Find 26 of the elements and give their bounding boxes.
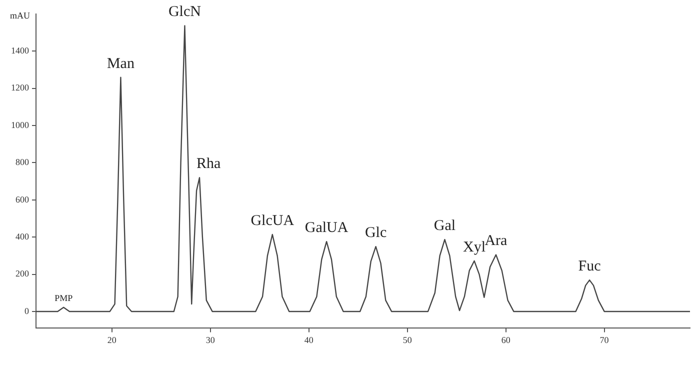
annotation: Ara xyxy=(484,233,508,250)
y-tick-label: 600 xyxy=(16,194,30,204)
x-tick-label: 50 xyxy=(402,334,412,345)
annotation: Fuc xyxy=(578,258,602,274)
x-tick-label: 70 xyxy=(600,334,610,345)
y-tick-label: 1400 xyxy=(11,46,30,56)
annotation: GlcN xyxy=(168,4,202,20)
annotation: PMP xyxy=(54,293,73,304)
x-tick-label: 20 xyxy=(107,334,117,345)
annotation: GlcUA xyxy=(250,212,294,229)
y-tick-label: 400 xyxy=(16,231,30,242)
y-axis-title: mAU xyxy=(10,10,30,20)
annotation: Xyl xyxy=(463,239,486,256)
y-tick-label: 0 xyxy=(24,306,30,316)
y-tick-label: 1200 xyxy=(11,82,30,93)
y-tick-label: 800 xyxy=(16,157,30,168)
x-tick-label: 30 xyxy=(206,334,216,345)
x-tick-label: 60 xyxy=(501,334,511,345)
annotation: Gal xyxy=(434,218,456,234)
annotation: Man xyxy=(106,56,135,72)
y-tick-label: 200 xyxy=(16,268,30,279)
y-tick-label: 1000 xyxy=(11,120,30,130)
annotation: GalUA xyxy=(304,220,348,236)
annotation: Glc xyxy=(364,225,387,242)
x-tick-label: 40 xyxy=(304,334,314,345)
annotation: Rha xyxy=(196,156,222,172)
